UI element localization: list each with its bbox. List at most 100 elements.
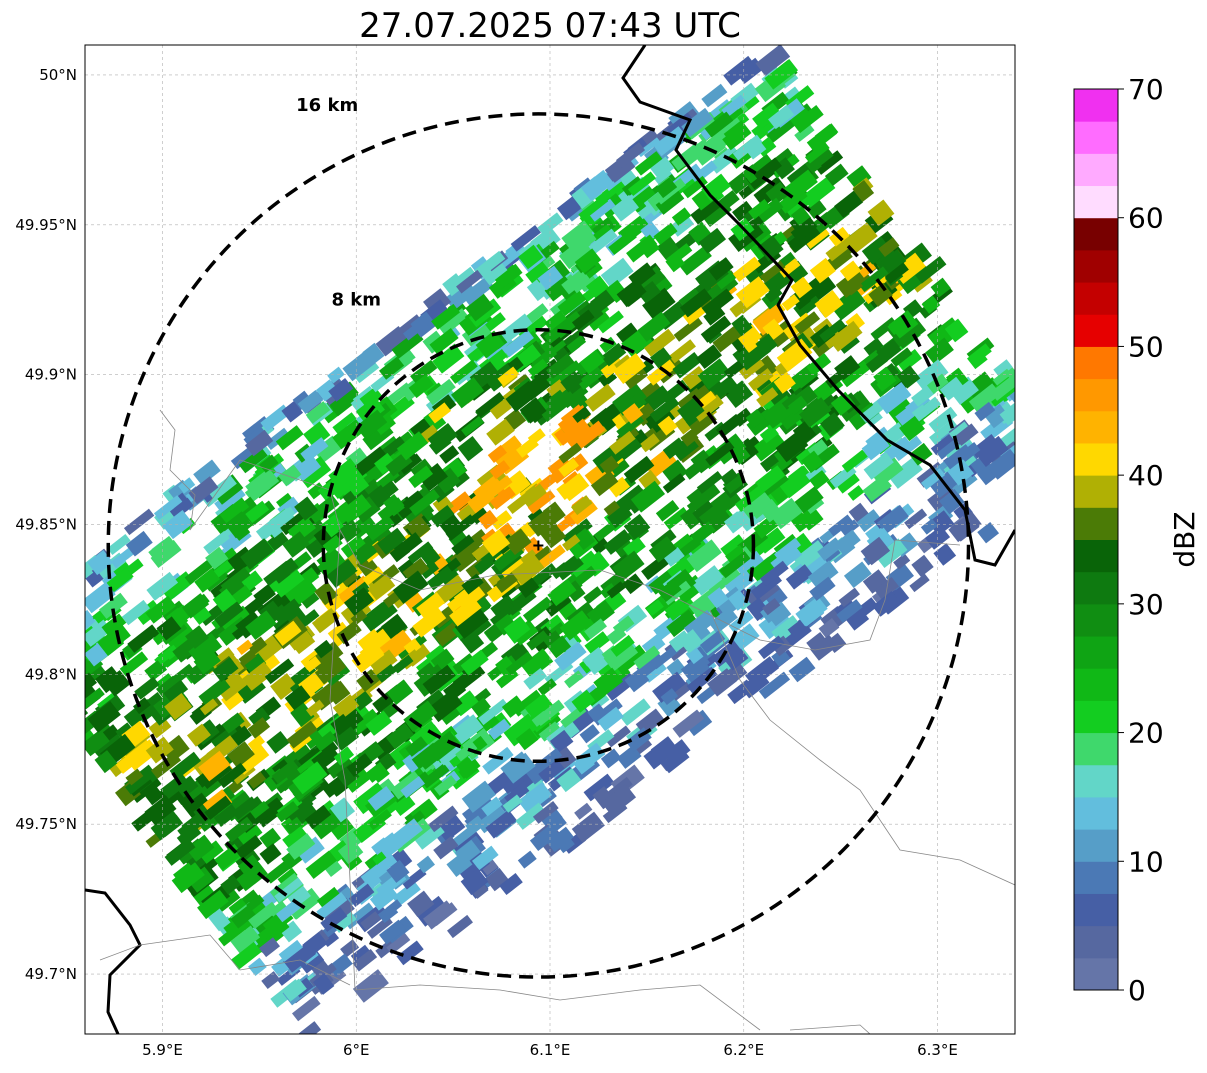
- reflectivity-cell: [612, 550, 645, 582]
- reflectivity-cell: [546, 826, 574, 853]
- reflectivity-cell: [212, 657, 239, 682]
- reflectivity-cell: [774, 537, 802, 562]
- reflectivity-cell: [205, 546, 229, 570]
- reflectivity-cell: [394, 490, 427, 520]
- reflectivity-cell: [623, 513, 651, 540]
- reflectivity-cell: [574, 420, 606, 449]
- reflectivity-cell: [649, 396, 680, 423]
- colorbar-segment: [1074, 121, 1118, 154]
- reflectivity-cell: [315, 379, 339, 402]
- reflectivity-cell: [678, 629, 704, 654]
- reflectivity-cell: [351, 708, 380, 734]
- reflectivity-cell: [340, 939, 360, 958]
- reflectivity-cell: [532, 800, 559, 824]
- reflectivity-cell: [526, 630, 549, 651]
- reflectivity-cell: [925, 337, 954, 365]
- reflectivity-cell: [732, 200, 754, 222]
- reflectivity-cell: [449, 596, 482, 627]
- reflectivity-cell: [614, 434, 643, 461]
- reflectivity-cell: [248, 707, 271, 729]
- reflectivity-cell: [186, 723, 211, 747]
- reflectivity-cell: [878, 237, 900, 258]
- reflectivity-cell: [115, 755, 135, 774]
- reflectivity-cell: [836, 599, 863, 623]
- reflectivity-cell: [253, 584, 276, 606]
- reflectivity-cell: [208, 908, 231, 932]
- colorbar-segment: [1074, 603, 1118, 637]
- reflectivity-cell: [148, 716, 172, 739]
- reflectivity-cell: [447, 914, 473, 939]
- reflectivity-cell: [546, 353, 575, 379]
- reflectivity-cell: [858, 266, 889, 293]
- reflectivity-cell: [505, 651, 533, 676]
- reflectivity-cell: [220, 874, 241, 895]
- range-ring-label: 16 km: [296, 95, 358, 116]
- reflectivity-cell: [490, 605, 514, 627]
- reflectivity-cell: [537, 265, 564, 291]
- reflectivity-cell: [770, 635, 792, 657]
- reflectivity-cell: [542, 501, 566, 525]
- reflectivity-cell: [657, 415, 678, 436]
- reflectivity-cell: [948, 511, 982, 543]
- colorbar-segment: [1074, 442, 1118, 476]
- colorbar-segment: [1074, 507, 1118, 540]
- reflectivity-cell: [662, 437, 686, 460]
- reflectivity-cell: [868, 282, 893, 307]
- reflectivity-cell: [228, 898, 247, 915]
- reflectivity-cell: [515, 728, 539, 751]
- reflectivity-cell: [550, 562, 570, 580]
- reflectivity-cell: [365, 514, 395, 542]
- reflectivity-cell: [537, 212, 564, 236]
- reflectivity-cell: [723, 511, 747, 534]
- reflectivity-cell: [671, 207, 692, 226]
- reflectivity-cell: [377, 903, 399, 924]
- reflectivity-cell: [653, 222, 678, 245]
- reflectivity-cell: [819, 318, 846, 343]
- reflectivity-cell: [350, 609, 368, 626]
- lat-tick-label: 49.9°N: [25, 366, 77, 384]
- reflectivity-cell: [560, 370, 583, 393]
- reflectivity-cell: [224, 816, 254, 843]
- reflectivity-cell: [163, 679, 189, 703]
- reflectivity-cell: [634, 151, 663, 176]
- reflectivity-cell: [241, 570, 263, 592]
- reflectivity-cell: [354, 446, 388, 476]
- reflectivity-cell: [888, 310, 919, 339]
- reflectivity-cell: [510, 224, 541, 252]
- reflectivity-cell: [801, 176, 836, 208]
- reflectivity-cell: [611, 194, 639, 222]
- reflectivity-cell: [574, 802, 593, 820]
- colorbar-segment: [1074, 249, 1118, 283]
- reflectivity-cell: [224, 511, 253, 539]
- reflectivity-cell: [579, 349, 605, 374]
- reflectivity-cell: [355, 409, 388, 440]
- reflectivity-cell: [284, 816, 303, 835]
- reflectivity-cell: [562, 534, 581, 552]
- reflectivity-cell: [187, 866, 215, 893]
- reflectivity-cell: [531, 748, 563, 775]
- reflectivity-cell: [887, 397, 915, 424]
- reflectivity-cell: [432, 343, 465, 374]
- reflectivity-cell: [385, 722, 415, 750]
- reflectivity-cell: [517, 782, 553, 814]
- reflectivity-cell: [460, 649, 489, 676]
- reflectivity-cell: [160, 772, 190, 800]
- reflectivity-cell: [357, 628, 385, 656]
- reflectivity-cell: [529, 823, 560, 852]
- reflectivity-cell: [637, 280, 661, 304]
- reflectivity-cell: [313, 435, 343, 464]
- reflectivity-cell: [921, 295, 941, 314]
- reflectivity-cell: [566, 335, 587, 354]
- reflectivity-cell: [603, 500, 621, 516]
- reflectivity-cell: [330, 479, 351, 500]
- reflectivity-cell: [416, 662, 437, 682]
- reflectivity-cell: [296, 1021, 322, 1034]
- reflectivity-cell: [123, 508, 155, 536]
- reflectivity-cell: [725, 544, 748, 567]
- reflectivity-cell: [169, 751, 202, 780]
- colorbar-segment: [1074, 893, 1118, 927]
- reflectivity-cell: [517, 577, 540, 599]
- reflectivity-cell: [131, 777, 162, 804]
- reflectivity-cell: [95, 666, 123, 694]
- colorbar-segment: [1074, 185, 1118, 219]
